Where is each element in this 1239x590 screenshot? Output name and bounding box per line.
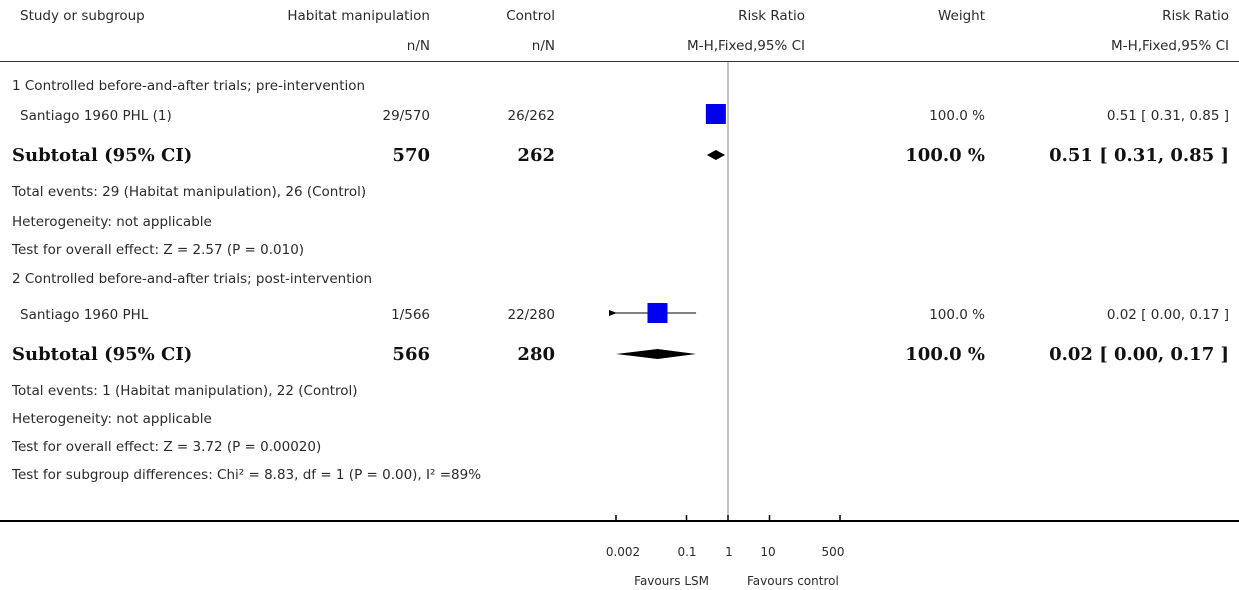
- group-title: 1 Controlled before-and-after trials; pr…: [12, 78, 366, 94]
- tick-label: 1: [725, 545, 733, 559]
- tick-label: 0.1: [677, 545, 697, 559]
- group-title: 2 Controlled before-and-after trials; po…: [12, 271, 373, 287]
- header-rr: Risk Ratio: [738, 8, 805, 24]
- subtotal-label: Subtotal (95% CI): [12, 145, 193, 166]
- footer-rule: [0, 520, 1239, 522]
- header-exp: Habitat manipulation: [287, 8, 430, 24]
- overall-effect: Test for overall effect: Z = 2.57 (P = 0…: [12, 242, 305, 258]
- tick-label: 10: [760, 545, 776, 559]
- total-events: Total events: 1 (Habitat manipulation), …: [12, 383, 358, 399]
- heterogeneity: Heterogeneity: not applicable: [12, 214, 212, 230]
- study-ci: 0.51 [ 0.31, 0.85 ]: [1106, 108, 1229, 124]
- study-weight: 100.0 %: [929, 307, 985, 323]
- subtotal-ci: 0.51 [ 0.31, 0.85 ]: [1049, 145, 1229, 166]
- subtotal-exp: 570: [392, 145, 430, 166]
- subgroup-test: Test for subgroup differences: Chi² = 8.…: [12, 467, 482, 483]
- header-weight: Weight: [937, 8, 985, 24]
- header-exp-sub: n/N: [406, 38, 430, 54]
- study-name: Santiago 1960 PHL: [20, 307, 149, 323]
- subtotal-ctrl: 280: [517, 344, 555, 365]
- study-weight: 100.0 %: [929, 108, 985, 124]
- tick-label: 500: [821, 545, 845, 559]
- subtotal-exp: 566: [392, 344, 430, 365]
- heterogeneity: Heterogeneity: not applicable: [12, 411, 212, 427]
- study-ctrl: 22/280: [507, 307, 556, 323]
- subtotal-label: Subtotal (95% CI): [12, 344, 193, 365]
- header-ctrl: Control: [506, 8, 555, 24]
- subtotal-diamond: [706, 150, 726, 160]
- tick-label: 0.002: [605, 545, 641, 559]
- header-rr2: Risk Ratio: [1162, 8, 1229, 24]
- header-rr-sub: M-H,Fixed,95% CI: [687, 38, 805, 54]
- study-square: [705, 104, 726, 124]
- total-events: Total events: 29 (Habitat manipulation),…: [12, 184, 367, 200]
- study-exp: 29/570: [382, 108, 431, 124]
- subtotal-ctrl: 262: [517, 145, 555, 166]
- subtotal-weight: 100.0 %: [905, 344, 985, 365]
- subtotal-ci: 0.02 [ 0.00, 0.17 ]: [1049, 344, 1229, 365]
- favours-left: Favours LSM: [634, 574, 709, 588]
- subtotal-diamond: [615, 349, 697, 359]
- study-square: [647, 303, 668, 323]
- study-exp: 1/566: [391, 307, 430, 323]
- subtotal-weight: 100.0 %: [905, 145, 985, 166]
- favours-right: Favours control: [747, 574, 839, 588]
- study-name: Santiago 1960 PHL (1): [20, 108, 172, 124]
- header-rule: [0, 61, 1239, 62]
- header-rr2-sub: M-H,Fixed,95% CI: [1111, 38, 1229, 54]
- overall-effect: Test for overall effect: Z = 3.72 (P = 0…: [12, 439, 322, 455]
- header-study: Study or subgroup: [20, 8, 145, 24]
- study-ci: 0.02 [ 0.00, 0.17 ]: [1106, 307, 1229, 323]
- header-ctrl-sub: n/N: [531, 38, 555, 54]
- study-ctrl: 26/262: [507, 108, 556, 124]
